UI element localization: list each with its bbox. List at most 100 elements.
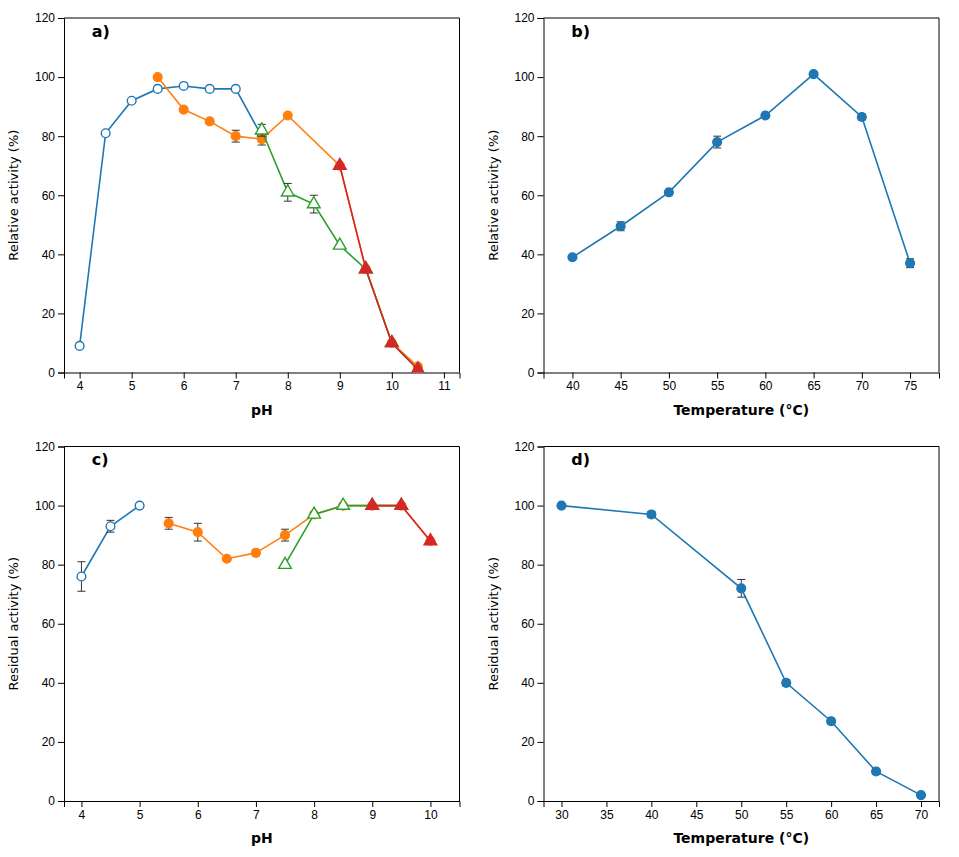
x-tick-mark: [921, 801, 922, 807]
y-axis: 020406080100120: [514, 11, 544, 380]
x-axis: 4567891011: [65, 373, 461, 394]
marker: [761, 111, 770, 120]
x-tick-mark: [786, 801, 787, 807]
marker: [333, 238, 346, 249]
y-tick-label: 0: [528, 366, 535, 380]
x-tick: 40: [566, 373, 580, 394]
frame-top: [544, 18, 940, 19]
x-tick: 9: [337, 373, 344, 394]
y-tick-label: 80: [521, 558, 535, 572]
marker: [713, 138, 722, 147]
x-tick-mark: [198, 801, 199, 807]
x-tick: 7: [233, 373, 240, 394]
marker: [424, 534, 437, 545]
series: [279, 498, 408, 568]
y-tick-mark: [58, 136, 64, 137]
y-tick-label: 80: [42, 130, 56, 144]
x-tick-mark: [392, 373, 393, 379]
y-tick: 40: [42, 676, 64, 690]
x-tick-label: 7: [253, 808, 260, 822]
marker: [385, 336, 398, 347]
series: [164, 501, 434, 563]
y-tick-mark: [538, 373, 544, 374]
y-tick-label: 40: [42, 248, 56, 262]
x-tick-mark: [606, 801, 607, 807]
x-tick-mark: [910, 373, 911, 379]
y-tick-label: 40: [521, 676, 535, 690]
y-axis-title: Residual activity (%): [6, 557, 21, 691]
frame-right: [459, 447, 460, 802]
x-tick: 8: [285, 373, 292, 394]
y-tick-mark: [58, 373, 64, 374]
series: [557, 501, 925, 799]
x-tick-mark: [696, 801, 697, 807]
x-tick: 6: [195, 801, 202, 822]
x-tick-mark: [765, 373, 766, 379]
marker: [782, 678, 791, 687]
x-tick: 5: [129, 373, 136, 394]
marker: [568, 253, 577, 262]
y-tick-label: 120: [514, 440, 534, 454]
marker: [231, 132, 240, 141]
error-bar: [281, 529, 289, 541]
plot-area: [568, 70, 914, 268]
panel-label: a): [92, 22, 110, 41]
error-bar: [232, 130, 240, 142]
y-tick-label: 100: [35, 70, 55, 84]
x-axis-line: [65, 373, 461, 379]
y-tick-label: 100: [514, 70, 534, 84]
series-line: [561, 506, 921, 796]
x-tick: 60: [825, 801, 839, 822]
x-tick-mark: [340, 373, 341, 379]
panel: 4567891011020406080100120a)pHRelative ac…: [6, 11, 460, 417]
y-tick: 100: [514, 70, 543, 84]
y-tick-mark: [538, 624, 544, 625]
marker: [366, 498, 379, 509]
x-tick-label: 50: [735, 808, 749, 822]
x-tick-label: 10: [424, 808, 438, 822]
series: [153, 73, 422, 371]
marker: [135, 501, 144, 510]
error-bar: [906, 259, 914, 268]
x-tick: 50: [735, 801, 749, 822]
x-tick: 5: [137, 801, 144, 822]
x-axis-title: Temperature (°C): [673, 830, 809, 846]
marker: [385, 336, 398, 347]
y-tick: 60: [521, 617, 543, 631]
x-axis-line: [544, 802, 940, 808]
marker: [809, 70, 818, 79]
x-tick-label: 40: [645, 808, 659, 822]
error-bar: [77, 562, 85, 592]
x-tick: 45: [614, 373, 628, 394]
y-axis-line: [58, 19, 65, 374]
x-tick-label: 8: [285, 379, 292, 393]
y-tick-mark: [58, 18, 64, 19]
x-tick: 6: [181, 373, 188, 394]
frame-top: [544, 446, 940, 447]
y-tick: 100: [35, 70, 64, 84]
y-axis-line: [58, 447, 65, 802]
x-tick-label: 70: [856, 379, 870, 393]
x-tick-label: 9: [369, 808, 376, 822]
y-tick: 40: [521, 248, 543, 262]
y-tick: 120: [514, 11, 543, 25]
y-tick-mark: [538, 447, 544, 448]
x-tick: 70: [915, 801, 929, 822]
marker: [359, 262, 372, 273]
y-tick-label: 40: [42, 676, 56, 690]
y-axis-title: Residual activity (%): [486, 557, 501, 691]
y-axis: 020406080100120: [35, 11, 65, 380]
marker: [337, 498, 350, 509]
x-tick: 9: [369, 801, 376, 822]
x-tick-mark: [80, 373, 81, 379]
error-bar: [194, 523, 202, 541]
x-tick-mark: [288, 373, 289, 379]
marker: [179, 82, 188, 91]
y-tick: 20: [521, 735, 543, 749]
x-tick-label: 4: [79, 808, 86, 822]
y-tick-mark: [58, 313, 64, 314]
x-tick-mark: [831, 801, 832, 807]
x-tick-label: 10: [386, 379, 400, 393]
marker: [222, 554, 231, 563]
series-line: [572, 74, 910, 263]
